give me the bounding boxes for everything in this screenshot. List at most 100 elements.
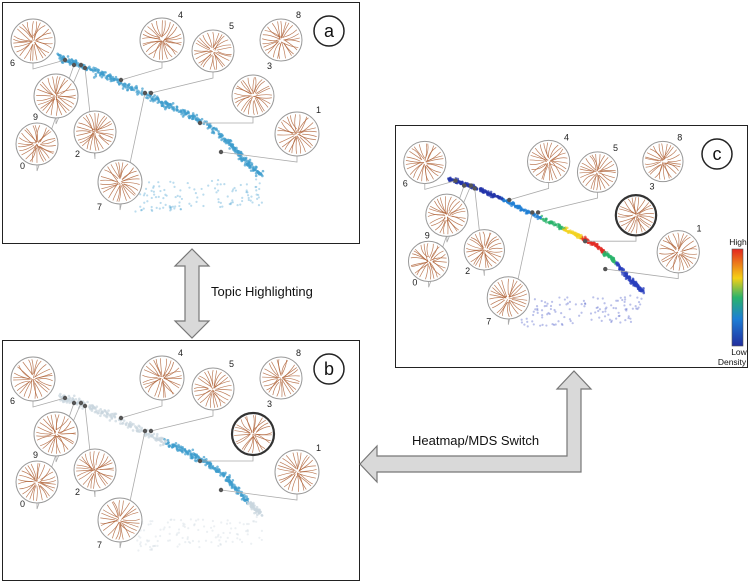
topic-glyph-7[interactable]: 7	[97, 159, 143, 212]
heatmap-mds-switch-label: Heatmap/MDS Switch	[412, 433, 540, 448]
topic-label-6: 6	[10, 396, 15, 406]
anchor-dot	[535, 210, 541, 215]
scatter-point	[126, 426, 130, 429]
scatter-point	[243, 494, 246, 497]
scatter-point	[159, 534, 162, 538]
scatter-point	[615, 317, 618, 320]
scatter-point	[142, 194, 146, 197]
scatter-point	[541, 316, 544, 319]
topic-glyph-8[interactable]: 8	[259, 10, 303, 62]
scatter-point	[536, 215, 539, 218]
scatter-point	[151, 520, 154, 523]
topic-glyph-3[interactable]: 3	[230, 399, 276, 457]
scatter-point	[227, 143, 231, 146]
topic-glyph-3[interactable]: 3	[231, 61, 275, 118]
scatter-point	[256, 513, 259, 517]
scatter-point	[187, 527, 190, 530]
topic-glyph-0[interactable]: 0	[407, 240, 450, 287]
scatter-point	[549, 307, 552, 311]
scatter-point	[164, 439, 167, 443]
topic-glyph-0[interactable]: 0	[15, 122, 59, 171]
scatter-point	[202, 204, 205, 208]
scatter-point	[188, 116, 191, 120]
scatter-point	[249, 166, 253, 169]
glyph-link	[119, 92, 146, 211]
scatter-point	[177, 528, 181, 531]
scatter-point	[219, 201, 222, 204]
scatter-point	[254, 167, 258, 171]
scatter-point	[228, 202, 231, 206]
scatter-point	[536, 217, 540, 221]
scatter-point	[90, 407, 94, 410]
scatter-point	[611, 257, 614, 261]
scatter-point	[167, 539, 170, 542]
topic-glyph-9[interactable]: 9	[425, 193, 469, 240]
scatter-point	[550, 300, 554, 303]
anchor-dot	[530, 210, 535, 215]
topic-glyph-1[interactable]: 1	[274, 443, 321, 495]
topic-glyph-5[interactable]: 5	[191, 359, 235, 411]
topic-glyph-1[interactable]: 1	[274, 105, 321, 157]
topic-label-4: 4	[178, 348, 183, 358]
scatter-point	[626, 275, 630, 279]
scatter-point	[135, 86, 139, 90]
topic-glyph-2[interactable]: 2	[73, 110, 117, 159]
glyph-link	[474, 188, 485, 276]
scatter-point	[598, 308, 602, 311]
scatter-point	[260, 201, 263, 204]
scatter-point	[146, 200, 149, 203]
topic-glyph-6[interactable]: 6	[10, 356, 56, 406]
scatter-point	[171, 445, 174, 449]
topic-glyph-8[interactable]: 8	[259, 348, 303, 400]
topic-glyph-4[interactable]: 4	[527, 132, 571, 184]
scatter-point	[595, 243, 598, 246]
scatter-point	[539, 324, 542, 327]
scatter-point	[246, 529, 249, 532]
scatter-point	[238, 521, 241, 524]
scatter-point	[169, 518, 172, 521]
glyph-link	[424, 180, 456, 190]
topic-label-8: 8	[296, 348, 301, 358]
scatter-point	[169, 180, 172, 183]
topic-glyph-2[interactable]: 2	[73, 448, 117, 497]
topic-glyph-6[interactable]: 6	[10, 18, 56, 68]
topic-glyph-2[interactable]: 2	[463, 229, 505, 276]
topic-glyph-4[interactable]: 4	[139, 10, 185, 63]
topic-glyph-8[interactable]: 8	[642, 132, 684, 183]
scatter-point	[145, 539, 149, 542]
scatter-point	[150, 196, 153, 200]
scatter-point	[71, 59, 75, 63]
topic-glyph-9[interactable]: 9	[33, 73, 79, 122]
scatter-point	[508, 202, 512, 206]
scatter-point	[583, 302, 587, 305]
scatter-point	[153, 544, 156, 548]
topic-glyph-7[interactable]: 7	[486, 276, 530, 327]
topic-glyph-1[interactable]: 1	[656, 224, 701, 274]
glyph-link	[200, 455, 254, 462]
topic-glyph-6[interactable]: 6	[403, 140, 447, 188]
scatter-point	[215, 128, 219, 132]
topic-glyph-0[interactable]: 0	[15, 460, 59, 509]
topic-glyph-5[interactable]: 5	[191, 21, 235, 73]
topic-glyph-3[interactable]: 3	[614, 181, 658, 237]
scatter-point	[256, 197, 259, 200]
topic-glyph-4[interactable]: 4	[139, 348, 185, 401]
topic-glyph-5[interactable]: 5	[576, 143, 619, 193]
topic-glyph-9[interactable]: 9	[33, 411, 79, 460]
scatter-point	[579, 235, 582, 238]
scatter-point	[254, 185, 257, 189]
scatter-point	[184, 452, 187, 456]
anchor-dot	[218, 149, 224, 155]
scatter-point	[151, 209, 154, 212]
scatter-point	[568, 308, 571, 311]
scatter-point	[97, 411, 100, 415]
scatter-point	[597, 245, 600, 249]
scatter-point	[631, 278, 635, 281]
scatter-point	[560, 322, 564, 326]
topic-glyph-7[interactable]: 7	[97, 497, 143, 550]
scatter-point	[224, 141, 228, 145]
scatter-point	[616, 299, 619, 302]
scatter-point	[589, 312, 593, 315]
scatter-point	[597, 309, 600, 313]
scatter-point	[625, 307, 628, 311]
